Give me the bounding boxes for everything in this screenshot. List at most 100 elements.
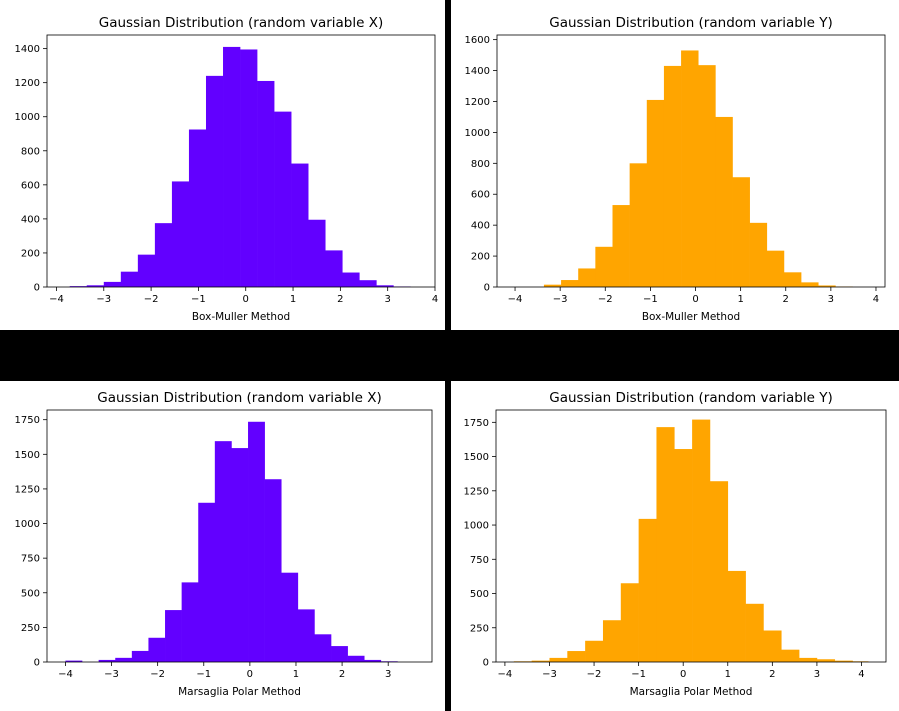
histogram-bar	[86, 285, 105, 287]
histogram-bar	[561, 280, 579, 287]
x-tick-label: 1	[293, 669, 299, 680]
x-tick-label: 0	[680, 669, 686, 680]
y-tick-label: 0	[34, 283, 40, 294]
axes-frame	[495, 409, 887, 663]
y-tick-label: 400	[471, 221, 490, 232]
axes-frame	[46, 34, 436, 288]
x-tick-label: 2	[783, 294, 789, 305]
histogram-bar	[663, 65, 682, 287]
histogram-bar	[69, 286, 88, 287]
x-tick-label: −1	[631, 669, 646, 680]
y-tick-label: 1750	[15, 415, 40, 426]
histogram-bar	[342, 272, 360, 287]
x-tick-label: −3	[542, 669, 557, 680]
y-tick-label: 1500	[464, 452, 489, 463]
histogram-bar	[816, 659, 836, 662]
y-tick-label: 400	[21, 214, 40, 225]
histogram-bar	[766, 250, 785, 287]
histogram-bar	[364, 659, 382, 662]
histogram-bar	[567, 651, 586, 662]
histogram-bar	[115, 657, 133, 662]
x-tick-label: −3	[553, 294, 568, 305]
histogram-bar	[578, 268, 596, 287]
histogram-bar	[585, 640, 604, 662]
y-tick-label: 1200	[15, 78, 40, 89]
x-tick-label: 3	[828, 294, 834, 305]
histogram-bar	[612, 205, 630, 287]
x-tick-label: −1	[643, 294, 658, 305]
x-tick-label: −3	[104, 669, 119, 680]
histogram-bar	[65, 660, 83, 662]
chart-svg: Gaussian Distribution (random variable X…	[15, 390, 433, 698]
histogram-bar	[818, 285, 836, 287]
y-tick-label: 1000	[465, 128, 490, 139]
y-tick-label: 0	[34, 658, 40, 669]
x-tick-label: 1	[737, 294, 743, 305]
histogram-bar	[834, 660, 853, 662]
chart-panel-box-muller-y: Gaussian Distribution (random variable Y…	[451, 0, 899, 330]
chart-panel-box-muller-x: Gaussian Distribution (random variable X…	[0, 0, 445, 330]
histogram-bar	[745, 603, 764, 662]
histogram-bar	[264, 479, 282, 662]
histogram-bar	[297, 609, 315, 662]
y-tick-label: 1000	[464, 521, 489, 532]
y-tick-label: 750	[470, 555, 489, 566]
y-tick-label: 250	[21, 623, 40, 634]
y-tick-label: 800	[471, 159, 490, 170]
histogram-bar	[638, 518, 657, 662]
histogram-bar	[595, 246, 613, 287]
x-tick-label: −2	[150, 669, 165, 680]
x-axis-label: Box-Muller Method	[192, 311, 290, 323]
histogram-bar	[314, 634, 332, 662]
chart-title: Gaussian Distribution (random variable Y…	[549, 15, 832, 31]
bars	[69, 46, 411, 288]
chart-panel-marsaglia-x: Gaussian Distribution (random variable X…	[0, 381, 445, 711]
histogram-bar	[709, 481, 729, 662]
y-tick-label: 500	[470, 589, 489, 600]
histogram-bar	[188, 129, 207, 287]
x-tick-label: −2	[144, 294, 159, 305]
histogram-bar	[274, 111, 292, 288]
y-tick-label: 800	[21, 146, 40, 157]
y-tick-label: 1000	[15, 112, 40, 123]
x-axis-label: Marsaglia Polar Method	[178, 686, 301, 698]
x-axis-label: Box-Muller Method	[642, 311, 740, 323]
y-tick-label: 200	[471, 252, 490, 263]
histogram-bar	[732, 177, 750, 287]
y-tick-label: 600	[21, 180, 40, 191]
histogram-bar	[257, 80, 275, 287]
y-tick-label: 250	[470, 623, 489, 634]
y-tick-label: 1250	[464, 486, 489, 497]
x-tick-label: −1	[191, 294, 206, 305]
chart-title: Gaussian Distribution (random variable Y…	[549, 390, 832, 406]
histogram-bar	[171, 181, 190, 287]
y-tick-label: 1250	[15, 484, 40, 495]
histogram-bar	[240, 49, 258, 287]
histogram-bar	[531, 660, 550, 662]
bars	[65, 421, 398, 662]
y-tick-label: 1000	[15, 519, 40, 530]
histogram-bar	[231, 448, 249, 662]
histogram-bar	[646, 99, 665, 287]
x-tick-label: 2	[769, 669, 775, 680]
y-tick-label: 0	[483, 658, 489, 669]
histogram-bar	[692, 419, 711, 662]
x-tick-label: 1	[725, 669, 731, 680]
histogram-bar	[325, 250, 343, 287]
histogram-bar	[154, 223, 173, 287]
histogram-bar	[291, 163, 309, 287]
y-tick-label: 500	[21, 588, 40, 599]
chart-svg: Gaussian Distribution (random variable Y…	[465, 15, 886, 323]
y-tick-label: 200	[21, 248, 40, 259]
x-tick-label: 4	[873, 294, 879, 305]
histogram-bar	[214, 441, 232, 662]
histogram-bar	[543, 284, 562, 287]
histogram-bar	[181, 582, 199, 662]
histogram-bar	[205, 75, 224, 287]
histogram-bar	[347, 655, 365, 662]
histogram-bar	[148, 637, 166, 662]
histogram-bar	[549, 657, 568, 662]
x-tick-label: 0	[243, 294, 249, 305]
x-tick-label: 3	[385, 669, 391, 680]
histogram-bar	[781, 649, 800, 662]
